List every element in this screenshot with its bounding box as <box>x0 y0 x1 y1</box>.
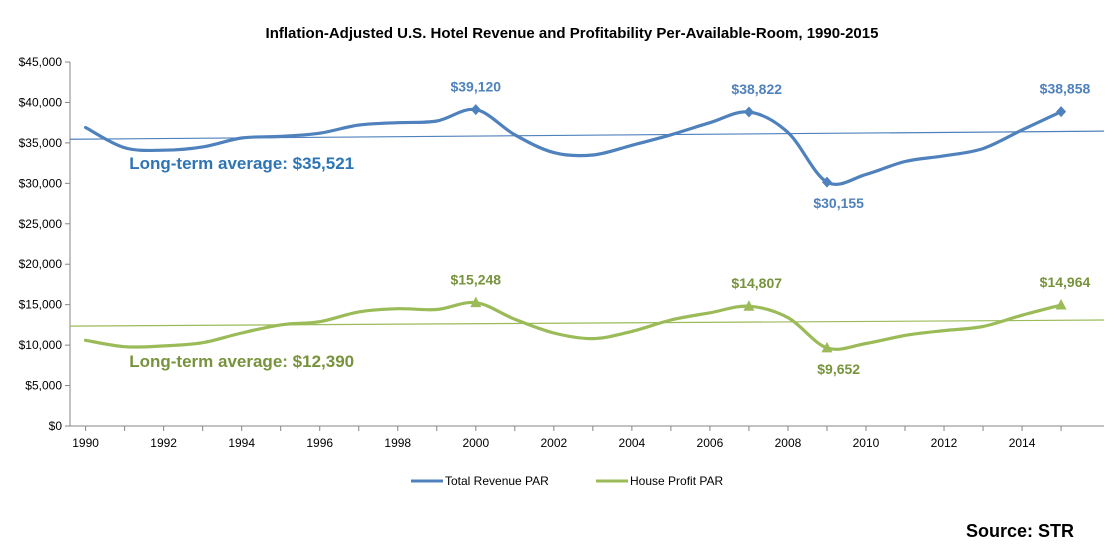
series-lines <box>84 107 1063 351</box>
trendline <box>69 319 1105 327</box>
long-term-average-label: Long-term average: $12,390 <box>129 352 354 371</box>
x-tick-label: 2002 <box>540 436 567 450</box>
data-point-marker <box>470 104 481 116</box>
data-callout: $39,120 <box>450 79 501 95</box>
x-tick-label: 1996 <box>306 436 333 450</box>
series-line-total-revenue-par <box>84 107 1063 186</box>
y-tick-label: $35,000 <box>19 136 63 150</box>
x-tick-label: 2014 <box>1009 436 1036 450</box>
data-point-marker <box>1056 106 1067 118</box>
source-label: Source: STR <box>966 521 1074 541</box>
x-tick-label: 2000 <box>462 436 489 450</box>
y-tick-label: $10,000 <box>19 338 63 352</box>
trendline <box>69 130 1105 140</box>
data-callout: $30,155 <box>813 195 864 211</box>
y-tick-label: $30,000 <box>19 176 63 190</box>
annotations: $39,120 $38,822 $38,858 $30,155 $15,248 $14,8… <box>129 79 1090 377</box>
legend: Total Revenue PAR House Profit PAR <box>411 474 723 488</box>
x-tick-label: 1990 <box>72 436 99 450</box>
data-callout: $38,822 <box>731 81 782 97</box>
data-point-marker <box>821 341 833 353</box>
data-point-marker <box>743 106 754 118</box>
y-tick-label: $0 <box>49 419 63 433</box>
x-tick-label: 2006 <box>697 436 724 450</box>
long-term-average-label: Long-term average: $35,521 <box>129 154 354 173</box>
chart-title: Inflation-Adjusted U.S. Hotel Revenue an… <box>266 25 879 42</box>
x-tick-label: 2004 <box>619 436 646 450</box>
series-line-house-profit-par <box>84 300 1063 351</box>
data-callout: $14,964 <box>1040 274 1091 290</box>
x-tick-label: 2012 <box>931 436 958 450</box>
x-tick-label: 1992 <box>150 436 177 450</box>
x-tick-label: 1994 <box>228 436 255 450</box>
y-tick-label: $20,000 <box>19 257 63 271</box>
y-tick-label: $25,000 <box>19 217 63 231</box>
data-callout: $15,248 <box>450 272 501 288</box>
series-markers <box>470 104 1067 353</box>
y-tick-label: $45,000 <box>19 55 63 69</box>
x-tick-label: 2008 <box>775 436 802 450</box>
axes: $0 $5,000 $10,000 $15,000 $20,000 $25,000 $30,… <box>19 55 1104 450</box>
data-point-marker <box>470 296 482 308</box>
data-point-marker <box>1055 298 1067 310</box>
data-point-marker <box>743 300 755 311</box>
legend-label: Total Revenue PAR <box>445 474 549 488</box>
y-tick-label: $15,000 <box>19 298 63 312</box>
y-tick-label: $40,000 <box>19 95 63 109</box>
legend-label: House Profit PAR <box>630 474 723 488</box>
y-tick-label: $5,000 <box>25 379 62 393</box>
data-callout: $38,858 <box>1040 81 1091 97</box>
data-callout: $14,807 <box>731 275 782 291</box>
x-tick-label: 2010 <box>853 436 880 450</box>
x-tick-label: 1998 <box>384 436 411 450</box>
data-point-marker <box>821 176 832 188</box>
data-callout: $9,652 <box>817 361 860 377</box>
